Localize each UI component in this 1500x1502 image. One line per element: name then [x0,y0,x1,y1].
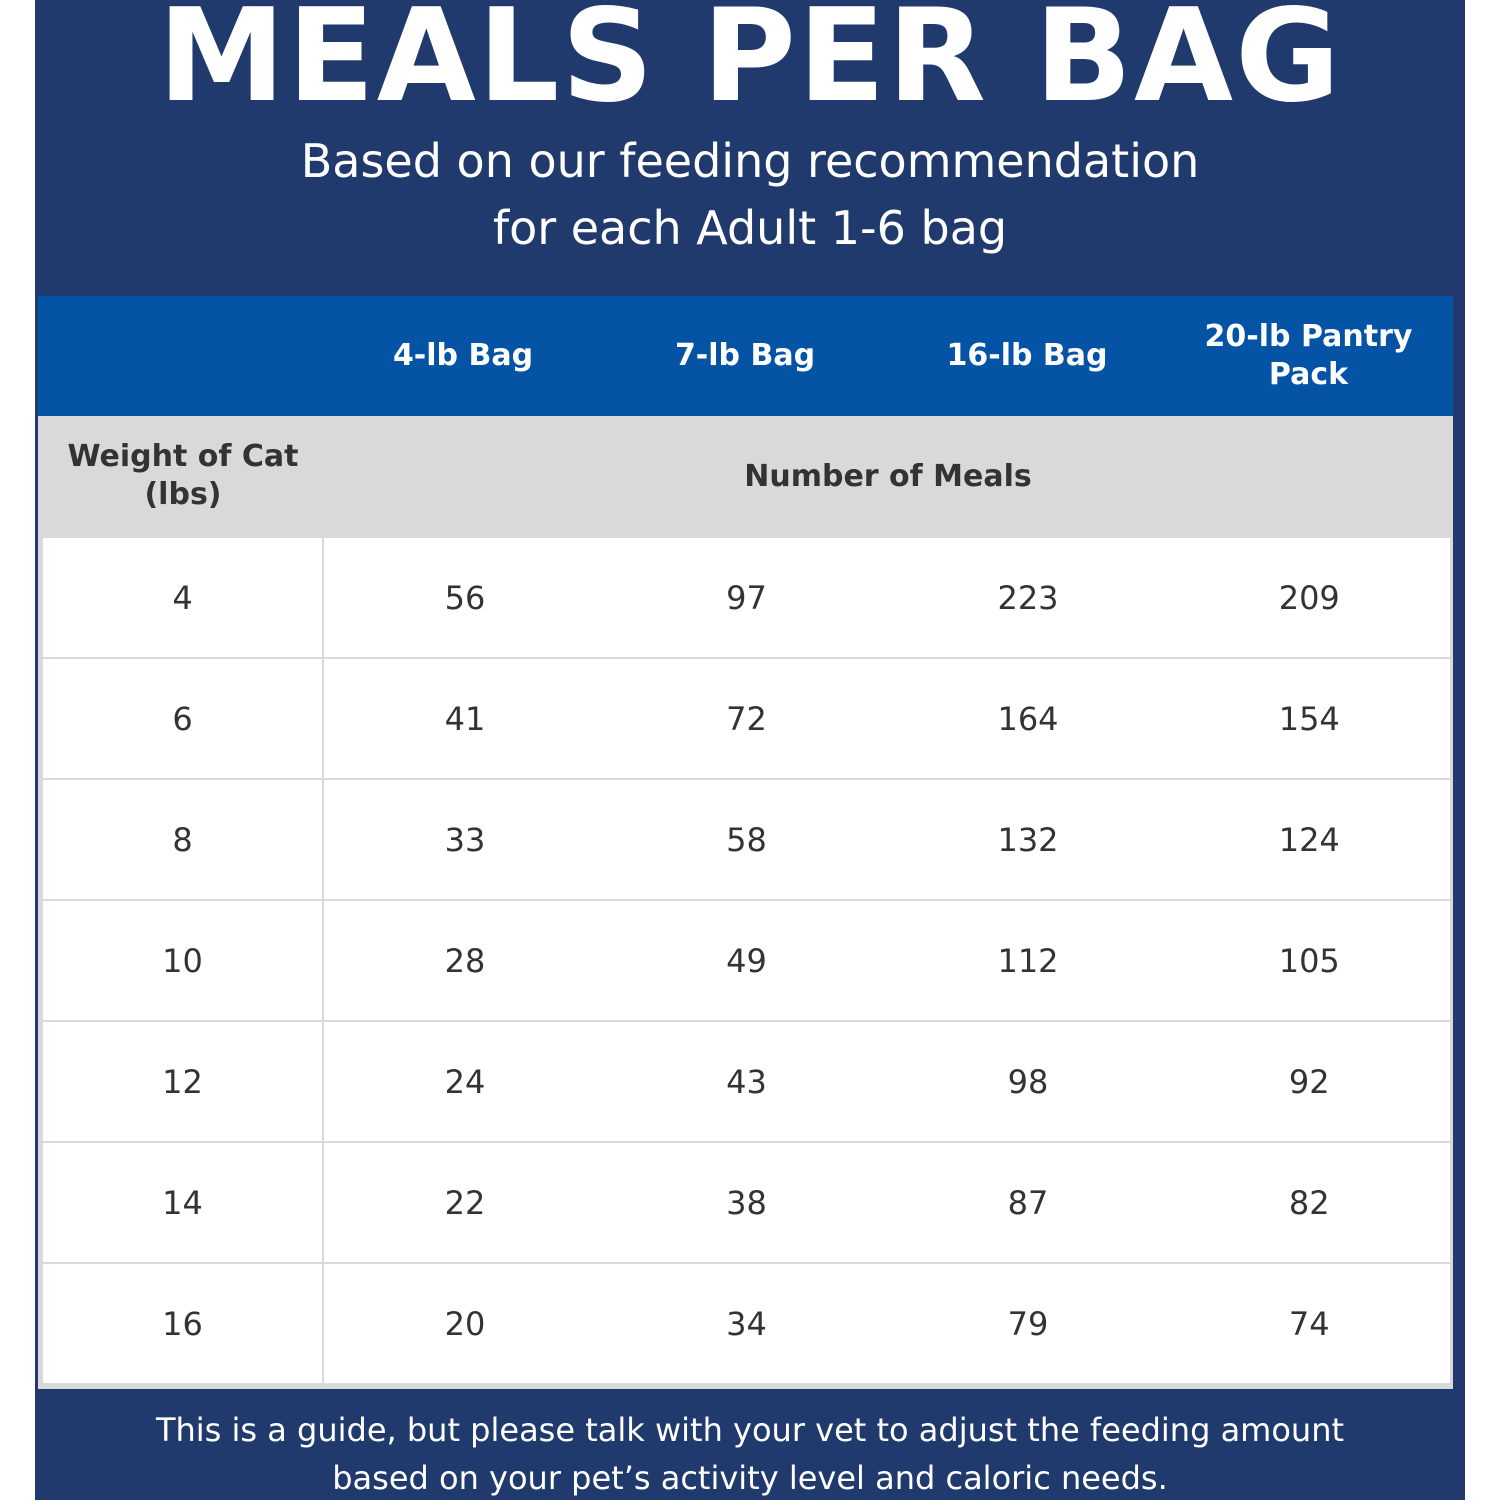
subtitle-line-1: Based on our feeding recommendation [300,134,1200,188]
meals-cell: 20 [324,1264,606,1383]
meals-cell: 87 [887,1143,1169,1262]
meals-cell: 164 [887,659,1169,778]
meals-cell: 43 [605,1022,888,1141]
meals-cell: 38 [605,1143,888,1262]
table-row: 8 33 58 132 124 [43,780,1450,899]
meals-cell: 105 [1168,901,1450,1020]
meals-cell: 22 [324,1143,606,1262]
meals-cell: 41 [324,659,606,778]
column-header: 4-lb Bag [392,338,534,373]
table-row: 6 41 72 164 154 [43,659,1450,778]
footer-line-1: This is a guide, but please talk with yo… [155,1411,1345,1449]
column-header: 20-lb Pantry Pack [1204,319,1413,392]
meals-table: 4-lb Bag 7-lb Bag 16-lb Bag 20-lb Pantry Pa… [38,296,1453,1389]
meals-cell: 223 [887,538,1169,657]
meals-cell: 24 [324,1022,606,1141]
meals-cell: 132 [887,780,1169,899]
table-row: 14 22 38 87 82 [43,1143,1450,1262]
meals-cell: 98 [887,1022,1169,1141]
table-row: 12 24 43 98 92 [43,1022,1450,1141]
column-header: 16-lb Bag [946,338,1108,373]
meals-cell: 58 [605,780,888,899]
meals-cell: 49 [605,901,888,1020]
meals-cell: 79 [887,1264,1169,1383]
meals-cell: 112 [887,901,1169,1020]
meals-cell: 74 [1168,1264,1450,1383]
cat-weight-cell: 12 [43,1022,322,1141]
group-label: Number of Meals [744,459,1032,494]
cat-weight-cell: 16 [43,1264,322,1383]
cat-weight-cell: 10 [43,901,322,1020]
meals-cell: 34 [605,1264,888,1383]
page-title: MEALS PER BAG [157,0,1343,131]
table-row: 4 56 97 223 209 [43,538,1450,657]
row-header-label: Weight of Cat (lbs) [67,439,299,512]
meals-cell: 209 [1168,538,1450,657]
footer-line-2: based on your pet’s activity level and c… [332,1459,1168,1497]
meals-cell: 72 [605,659,888,778]
table-row: 16 20 34 79 74 [43,1264,1450,1383]
table-body: 4 56 97 223 209 6 41 72 164 154 8 33 58 132 124 10 28 49 1… [43,538,1450,1386]
meals-cell: 56 [324,538,606,657]
cat-weight-cell: 6 [43,659,322,778]
meals-cell: 28 [324,901,606,1020]
meals-cell: 33 [324,780,606,899]
cat-weight-cell: 8 [43,780,322,899]
subtitle-line-2: for each Adult 1-6 bag [492,201,1008,255]
table-row: 10 28 49 112 105 [43,901,1450,1020]
meals-cell: 154 [1168,659,1450,778]
cat-weight-cell: 4 [43,538,322,657]
meals-cell: 92 [1168,1022,1450,1141]
column-header: 7-lb Bag [674,338,816,373]
meals-cell: 97 [605,538,888,657]
meals-cell: 124 [1168,780,1450,899]
meals-cell: 82 [1168,1143,1450,1262]
cat-weight-cell: 14 [43,1143,322,1262]
table-header-row: 4-lb Bag 7-lb Bag 16-lb Bag 20-lb Pantry Pa… [38,296,1453,416]
